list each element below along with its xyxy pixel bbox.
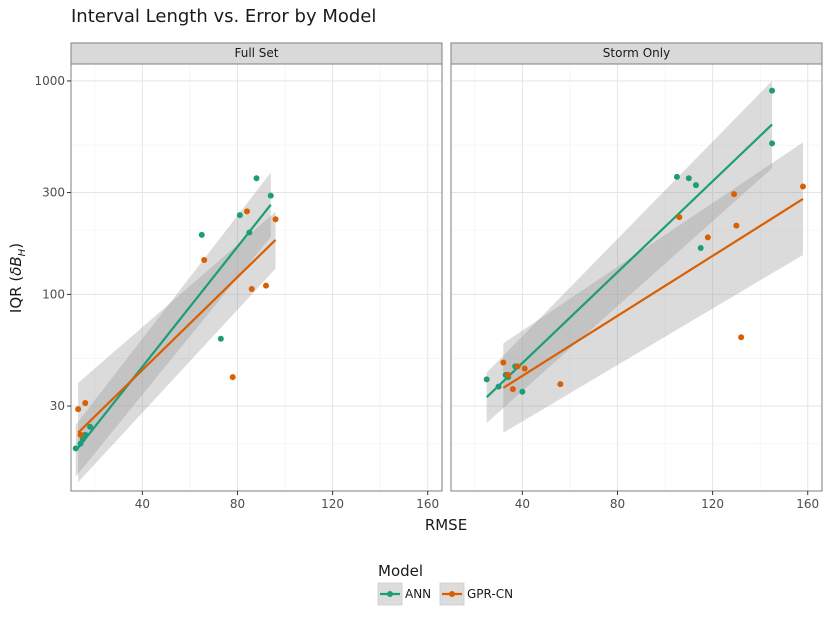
data-point-ann xyxy=(685,175,692,182)
data-point-gpr-cn xyxy=(738,334,745,341)
y-tick-label: 100 xyxy=(42,287,65,301)
panels: Full Set Storm Only xyxy=(70,42,823,492)
data-point-gpr-cn xyxy=(521,365,528,372)
data-point-ann xyxy=(198,231,205,238)
data-point-gpr-cn xyxy=(799,183,806,190)
legend-item-ann: ANN xyxy=(377,582,431,606)
data-point-gpr-cn xyxy=(75,406,82,413)
data-point-ann xyxy=(769,87,776,94)
panel-full-set: Full Set xyxy=(70,42,443,492)
data-point-gpr-cn xyxy=(514,363,521,370)
x-axis-title: RMSE xyxy=(425,516,467,534)
data-point-ann xyxy=(246,229,253,236)
strip-background xyxy=(70,42,443,65)
x-tick-label: 40 xyxy=(515,497,530,511)
y-axis-title: IQR (δBH) xyxy=(7,243,28,313)
confidence-band-ann xyxy=(486,80,773,423)
x-tick-label: 80 xyxy=(230,497,245,511)
data-point-ann xyxy=(692,182,699,189)
data-point-ann xyxy=(483,376,490,383)
data-point-gpr-cn xyxy=(201,256,208,263)
legend-label: ANN xyxy=(405,587,431,601)
confidence-band-gpr-cn xyxy=(78,211,276,483)
x-tick-label: 40 xyxy=(135,497,150,511)
x-tick-label: 160 xyxy=(416,497,439,511)
legend: Model ANN GPR-CN xyxy=(377,562,513,606)
data-point-gpr-cn xyxy=(229,374,236,381)
data-point-gpr-cn xyxy=(733,222,740,229)
data-point-ann xyxy=(697,244,704,251)
data-point-gpr-cn xyxy=(77,431,84,438)
fit-line-gpr-cn xyxy=(77,239,277,434)
legend-key-point xyxy=(387,591,393,597)
data-point-ann xyxy=(217,335,224,342)
legend-item-gpr-cn: GPR-CN xyxy=(439,582,513,606)
strip-label: Storm Only xyxy=(603,46,670,60)
data-point-ann xyxy=(82,431,89,438)
strip-label: Full Set xyxy=(234,46,278,60)
data-point-gpr-cn xyxy=(500,359,507,366)
data-point-gpr-cn xyxy=(676,214,683,221)
data-point-gpr-cn xyxy=(505,371,512,378)
fit-line-gpr-cn xyxy=(502,198,804,389)
data-point-gpr-cn xyxy=(263,282,270,289)
data-point-ann xyxy=(673,173,680,180)
legend-key-point xyxy=(449,591,455,597)
data-point-ann xyxy=(72,445,79,452)
strip-background xyxy=(450,42,823,65)
panel-storm-only: Storm Only xyxy=(450,42,823,492)
data-point-ann xyxy=(769,140,776,147)
x-axis: 40 80 120 160 40 80 120 160 xyxy=(135,491,819,511)
data-point-gpr-cn xyxy=(272,216,279,223)
x-tick-label: 120 xyxy=(701,497,724,511)
data-point-ann xyxy=(267,192,274,199)
data-point-gpr-cn xyxy=(82,399,89,406)
y-tick-label: 30 xyxy=(50,399,65,413)
legend-title: Model xyxy=(378,562,423,580)
x-tick-label: 120 xyxy=(321,497,344,511)
data-point-gpr-cn xyxy=(248,286,255,293)
y-axis: 30 100 300 1000 xyxy=(34,74,71,413)
data-point-gpr-cn xyxy=(557,381,564,388)
data-point-gpr-cn xyxy=(704,234,711,241)
x-tick-label: 80 xyxy=(610,497,625,511)
fit-line-ann xyxy=(74,204,272,452)
data-point-ann xyxy=(495,383,502,390)
chart-title: Interval Length vs. Error by Model xyxy=(71,6,376,27)
confidence-band-gpr-cn xyxy=(503,142,803,433)
data-point-ann xyxy=(87,423,94,430)
data-point-ann xyxy=(236,212,243,219)
data-point-gpr-cn xyxy=(243,208,250,215)
y-tick-label: 300 xyxy=(42,186,65,200)
confidence-band-ann xyxy=(75,172,271,477)
legend-label: GPR-CN xyxy=(467,587,513,601)
data-point-ann xyxy=(253,175,260,182)
x-tick-label: 160 xyxy=(796,497,819,511)
y-tick-label: 1000 xyxy=(34,74,65,88)
data-point-gpr-cn xyxy=(731,191,738,198)
data-point-ann xyxy=(77,440,84,447)
data-point-gpr-cn xyxy=(509,386,516,393)
fit-line-ann xyxy=(485,123,773,398)
data-point-ann xyxy=(519,388,526,395)
